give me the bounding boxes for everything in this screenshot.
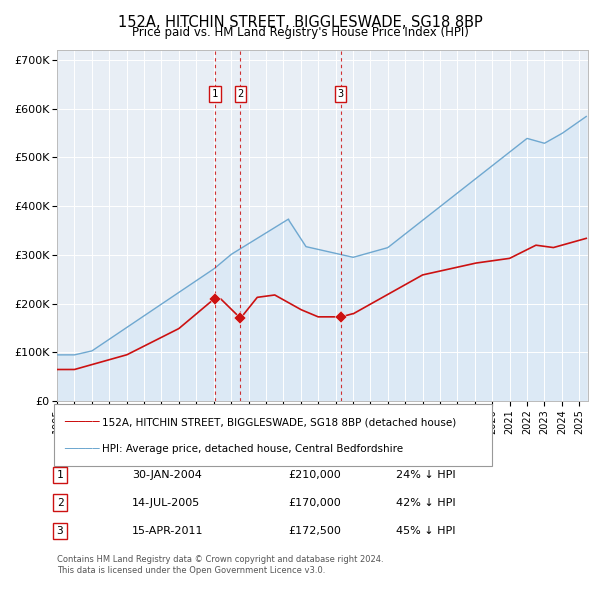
Text: 152A, HITCHIN STREET, BIGGLESWADE, SG18 8BP: 152A, HITCHIN STREET, BIGGLESWADE, SG18 … [118, 15, 482, 30]
Text: £210,000: £210,000 [288, 470, 341, 480]
Text: 45% ↓ HPI: 45% ↓ HPI [396, 526, 455, 536]
Text: £172,500: £172,500 [288, 526, 341, 536]
Text: 2: 2 [56, 498, 64, 507]
Text: 42% ↓ HPI: 42% ↓ HPI [396, 498, 455, 507]
Text: Price paid vs. HM Land Registry's House Price Index (HPI): Price paid vs. HM Land Registry's House … [131, 26, 469, 39]
Text: 152A, HITCHIN STREET, BIGGLESWADE, SG18 8BP (detached house): 152A, HITCHIN STREET, BIGGLESWADE, SG18 … [102, 417, 456, 427]
Text: 2: 2 [238, 89, 244, 99]
Text: HPI: Average price, detached house, Central Bedfordshire: HPI: Average price, detached house, Cent… [102, 444, 403, 454]
Text: 1: 1 [212, 89, 218, 99]
Text: Contains HM Land Registry data © Crown copyright and database right 2024.: Contains HM Land Registry data © Crown c… [57, 555, 383, 564]
Text: 3: 3 [56, 526, 64, 536]
Text: 24% ↓ HPI: 24% ↓ HPI [396, 470, 455, 480]
Text: 15-APR-2011: 15-APR-2011 [132, 526, 203, 536]
Text: 1: 1 [56, 470, 64, 480]
Text: 14-JUL-2005: 14-JUL-2005 [132, 498, 200, 507]
Text: This data is licensed under the Open Government Licence v3.0.: This data is licensed under the Open Gov… [57, 566, 325, 575]
Text: ─────: ───── [64, 442, 100, 455]
Text: £170,000: £170,000 [288, 498, 341, 507]
Text: 30-JAN-2004: 30-JAN-2004 [132, 470, 202, 480]
Text: 3: 3 [337, 89, 344, 99]
Text: ─────: ───── [64, 416, 100, 429]
